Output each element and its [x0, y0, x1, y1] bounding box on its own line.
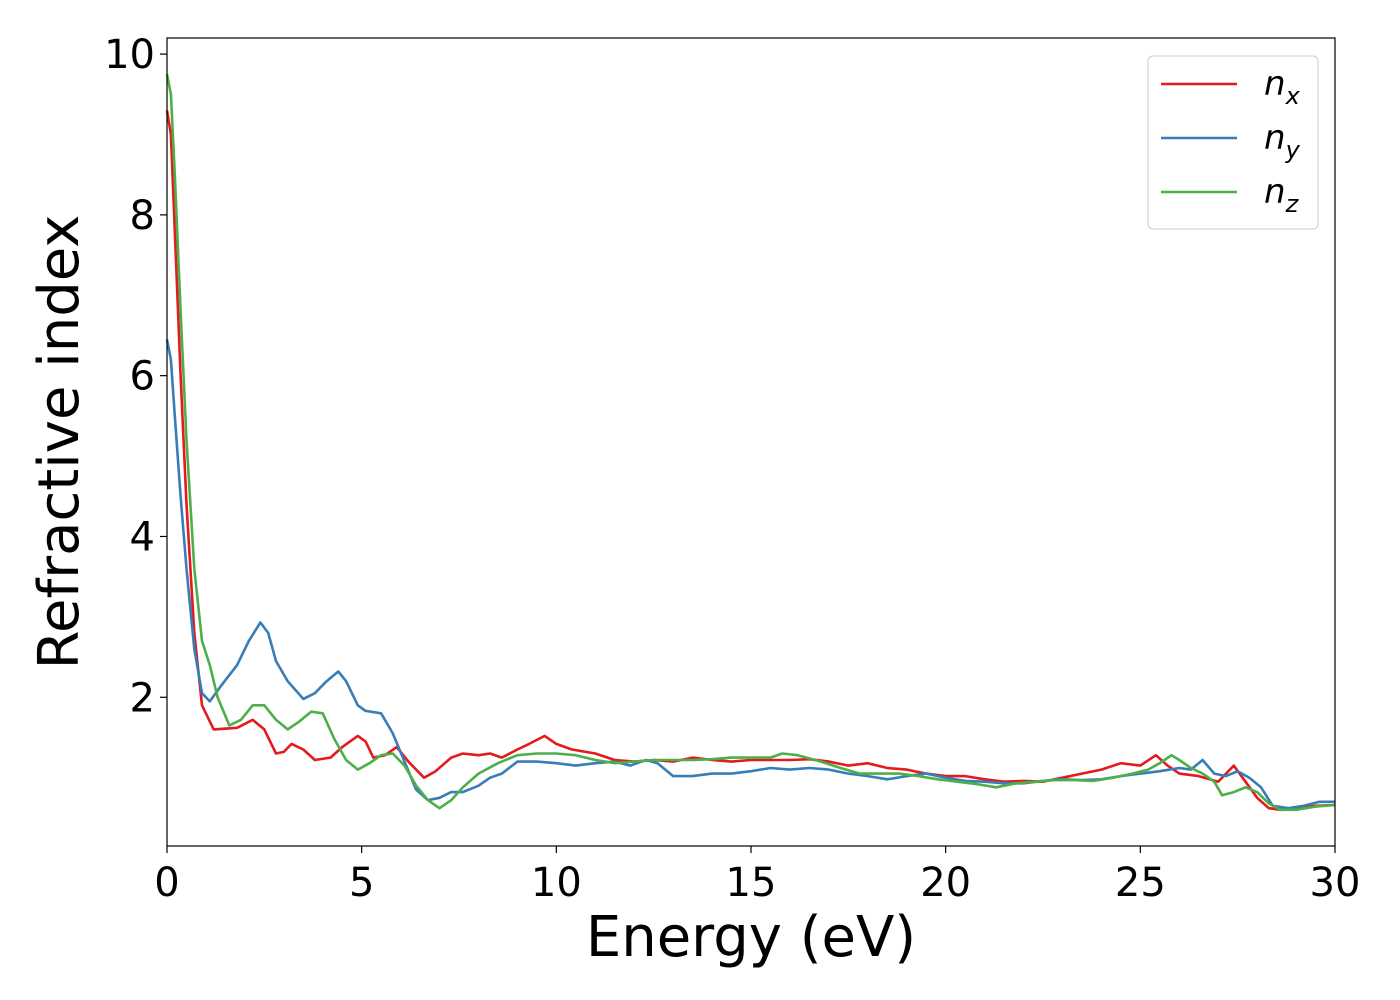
x-tick-label: 10 [531, 860, 582, 906]
legend-label-x: nx [1264, 64, 1301, 110]
y-tick-label: 4 [130, 514, 155, 560]
x-tick-label: 20 [920, 860, 971, 906]
x-tick-label: 25 [1115, 860, 1166, 906]
x-axis-label: Energy (eV) [586, 905, 916, 970]
x-tick-label: 15 [726, 860, 777, 906]
x-tick-label: 5 [349, 860, 374, 906]
legend-label-y: ny [1264, 118, 1301, 164]
y-tick-label: 2 [130, 675, 155, 721]
series-lines [165, 73, 1336, 812]
x-tick-label: 0 [154, 860, 179, 906]
legend-frame [1147, 55, 1319, 230]
y-axis-label: Refractive index [27, 215, 92, 670]
legend: nx ny nz [1147, 55, 1319, 230]
legend-label-z: nz [1264, 172, 1300, 218]
y-tick-label: 6 [130, 354, 155, 400]
x-tick-label: 30 [1310, 860, 1361, 906]
series-line-z [165, 73, 1336, 812]
y-tick-label: 8 [130, 193, 155, 239]
y-tick-label: 10 [104, 32, 155, 78]
axis-ticks: 0 5 10 15 20 25 30 2 4 6 8 10 [104, 32, 1360, 906]
